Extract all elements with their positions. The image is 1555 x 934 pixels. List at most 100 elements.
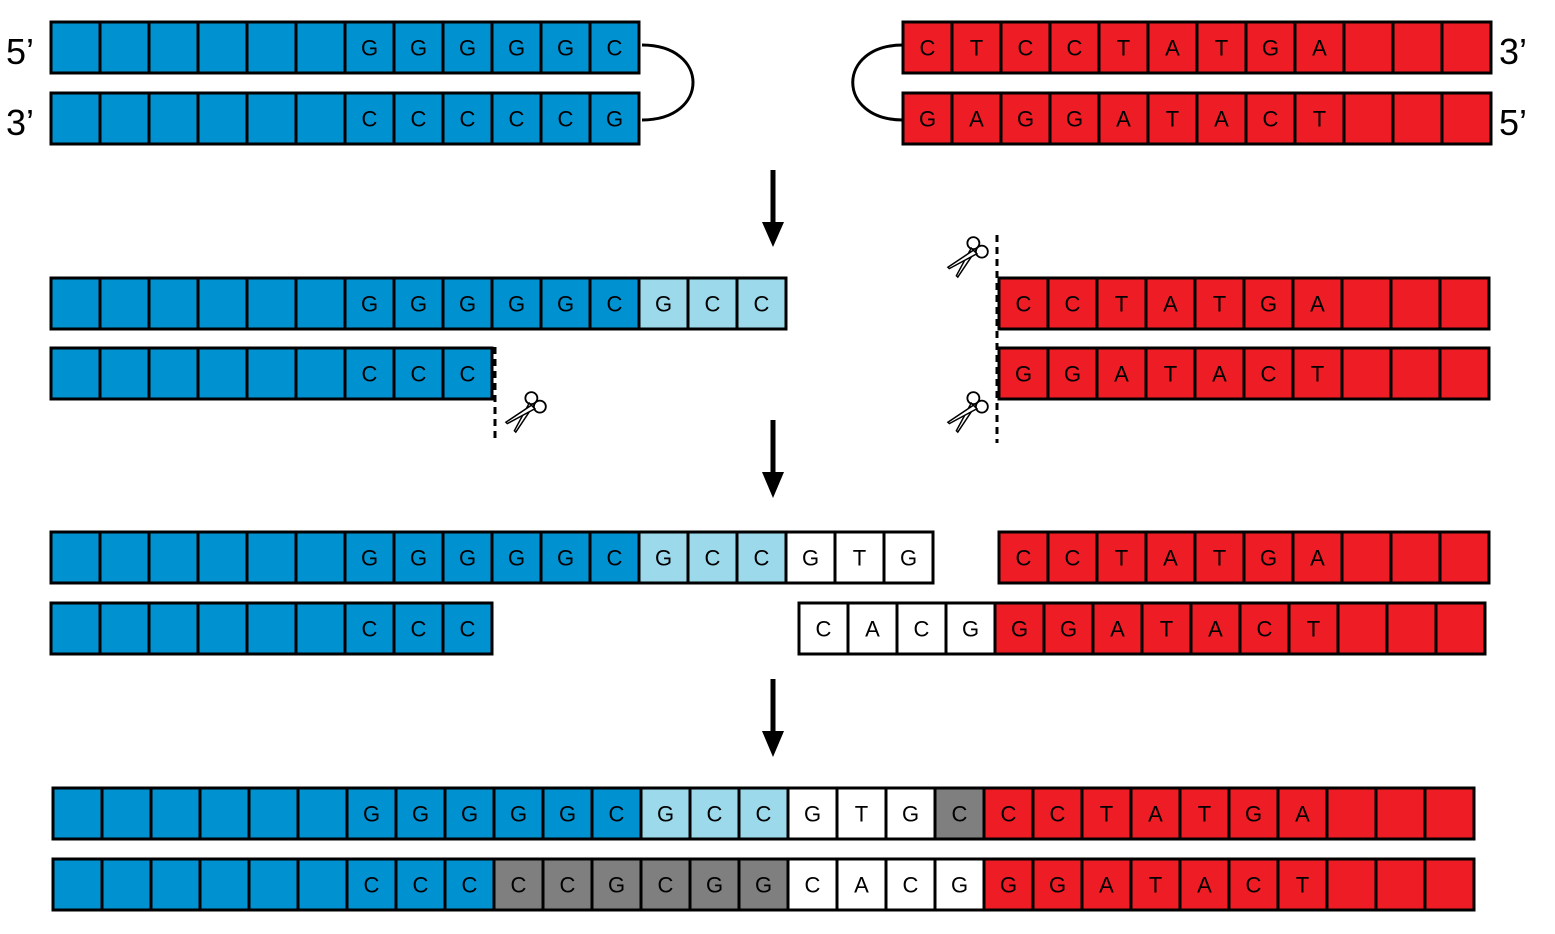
nucleotide-box [294,91,347,146]
nucleotide-cell [1423,857,1476,912]
nucleotide-cell [98,346,151,401]
nucleotide-box [1242,276,1295,331]
nucleotide-cell: T [1097,20,1150,75]
nucleotide-letter: A [1165,36,1180,61]
nucleotide-box [950,91,1003,146]
nucleotide-box [786,857,839,912]
nucleotide-box [1340,276,1393,331]
nucleotide-letter: C [411,617,427,642]
nucleotide-box [1325,857,1378,912]
nucleotide-box [443,786,496,841]
nucleotide-cell: T [1293,91,1346,146]
nucleotide-letter: G [900,546,917,571]
nucleotide-letter: G [410,292,427,317]
nucleotide-letter: C [411,362,427,387]
nucleotide-cell [1342,20,1395,75]
nucleotide-box [100,786,153,841]
nucleotide-letter: A [854,873,869,898]
nucleotide-letter: G [1066,107,1083,132]
nucleotide-box [1129,857,1182,912]
nucleotide-cell [49,601,102,656]
nucleotide-box [737,786,790,841]
nucleotide-letter: G [1017,107,1034,132]
nucleotide-cell [196,91,249,146]
nucleotide-cell: C [588,20,641,75]
nucleotide-box [392,91,445,146]
nucleotide-letter: G [1011,617,1028,642]
nucleotide-box [1189,601,1242,656]
nucleotide-box [147,601,200,656]
stage-opened-hairpins: G G G G G C G C C C C C C C T A T G A G G A T A C T [49,276,1491,401]
nucleotide-cell: C [1227,857,1280,912]
nucleotide-letter: G [508,36,525,61]
nucleotide-box [1178,786,1231,841]
nucleotide-cell [1438,346,1491,401]
nucleotide-letter: G [1262,36,1279,61]
nucleotide-letter: C [462,873,478,898]
nucleotide-cell: A [1293,20,1346,75]
nucleotide-cell [98,276,151,331]
nucleotide-letter: A [1197,873,1212,898]
nucleotide-box [441,601,494,656]
nucleotide-cell [245,530,298,585]
nucleotide-box [950,20,1003,75]
nucleotide-letter: G [1260,546,1277,571]
nucleotide-cell: C [392,91,445,146]
nucleotide-cell: C [1244,91,1297,146]
nucleotide-box [993,601,1046,656]
nucleotide-box [296,786,349,841]
nucleotide-cell: T [1195,20,1248,75]
nucleotide-letter: G [410,36,427,61]
nucleotide-cell [294,276,347,331]
nucleotide-box [835,857,888,912]
nucleotide-box [1195,20,1248,75]
nucleotide-cell: A [1276,786,1329,841]
nucleotide-box [1042,601,1095,656]
stage-joined-junction: G G G G G C G C C G T G C C C T A T G A C C C C C G C G G C A C G G G A T A C T [51,786,1476,912]
nucleotide-letter: C [560,873,576,898]
nucleotide-cell [245,601,298,656]
nucleotide-box [294,20,347,75]
nucleotide-box [51,857,104,912]
nucleotide-box [196,20,249,75]
nucleotide-cell: C [343,346,396,401]
nucleotide-letter: C [511,873,527,898]
nucleotide-box [1438,346,1491,401]
nucleotide-letter: T [1115,546,1128,571]
nucleotide-letter: C [754,292,770,317]
nucleotide-cell: G [933,857,986,912]
nucleotide-letter: C [1067,36,1083,61]
nucleotide-cell: A [950,91,1003,146]
nucleotide-cell [1340,346,1393,401]
nucleotide-box [345,786,398,841]
nucleotide-cell [49,530,102,585]
nucleotide-box [884,857,937,912]
nucleotide-box [1091,601,1144,656]
nucleotide-cell: A [1091,601,1144,656]
nucleotide-box [343,20,396,75]
nucleotide-cell [294,601,347,656]
nucleotide-cell: G [441,530,494,585]
nucleotide-letter: C [1065,546,1081,571]
nucleotide-letter: C [658,873,674,898]
nucleotide-cell [196,20,249,75]
nucleotide-cell: T [1291,346,1344,401]
nucleotide-box [1389,530,1442,585]
nucleotide-cell [245,91,298,146]
nucleotide-box [1195,91,1248,146]
nucleotide-cell: T [835,786,888,841]
hairpin-loop-right [851,43,904,122]
nucleotide-letter: C [920,36,936,61]
nucleotide-letter: G [1064,362,1081,387]
nucleotide-letter: C [705,546,721,571]
nucleotide-cell [1434,601,1487,656]
nucleotide-cell: A [1178,857,1231,912]
nucleotide-letter: G [606,107,623,132]
nucleotide-letter: C [1065,292,1081,317]
nucleotide-letter: T [1213,546,1226,571]
